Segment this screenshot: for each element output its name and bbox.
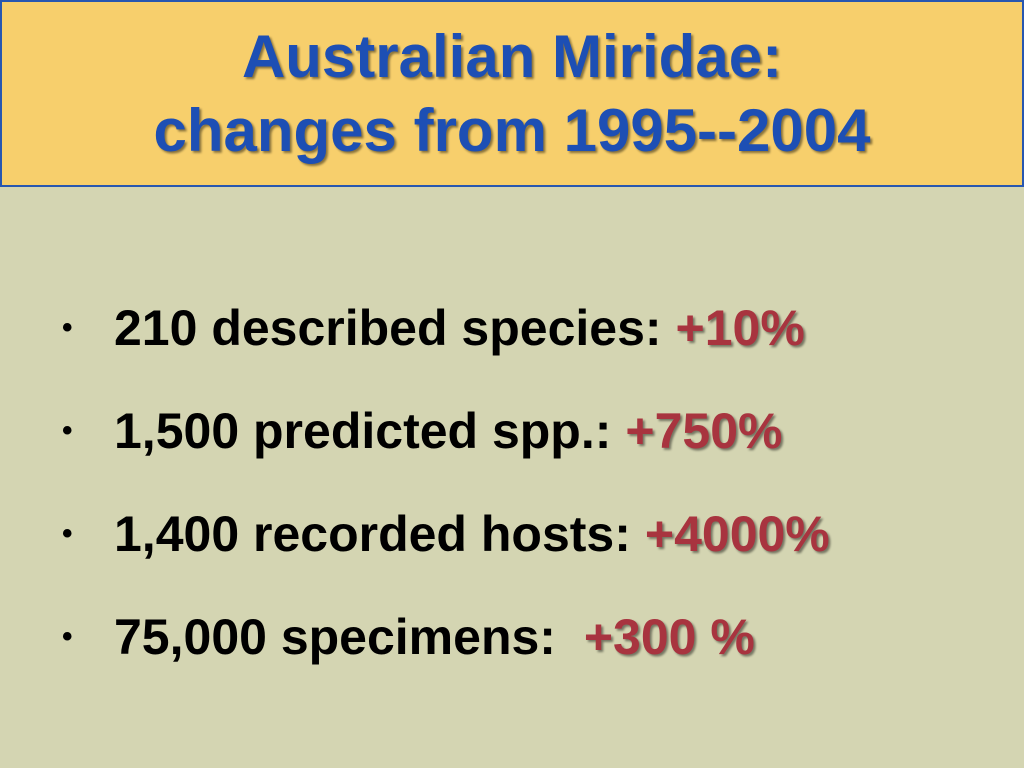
bullet-change-value: +300 % (583, 608, 755, 665)
bullet-item-recorded-hosts: • 1,400 recorded hosts: +4000% (60, 482, 1000, 585)
bullet-change-value: +4000% (644, 505, 830, 562)
bullet-text: 210 described species: (114, 299, 662, 356)
slide-title-line-2: changes from 1995--2004 (153, 96, 871, 164)
bullet-marker: • (62, 413, 73, 447)
bullet-change-value: +750% (625, 402, 783, 459)
bullet-change-value: +10% (675, 299, 805, 356)
bullet-list: • 210 described species: +10% • 1,500 pr… (60, 276, 1000, 688)
bullet-item-predicted-species: • 1,500 predicted spp.: +750% (60, 379, 1000, 482)
bullet-text: 1,400 recorded hosts: (114, 505, 631, 562)
bullet-text: 1,500 predicted spp.: (114, 402, 612, 459)
bullet-marker: • (62, 516, 73, 550)
slide-title-line-1: Australian Miridae: (241, 22, 783, 90)
bullet-item-specimens: • 75,000 specimens: +300 % (60, 585, 1000, 688)
bullet-text: 75,000 specimens: (114, 608, 570, 665)
slide-title-box: Australian Miridae: changes from 1995--2… (0, 0, 1024, 187)
bullet-item-described-species: • 210 described species: +10% (60, 276, 1000, 379)
bullet-marker: • (62, 310, 73, 344)
bullet-marker: • (62, 619, 73, 653)
